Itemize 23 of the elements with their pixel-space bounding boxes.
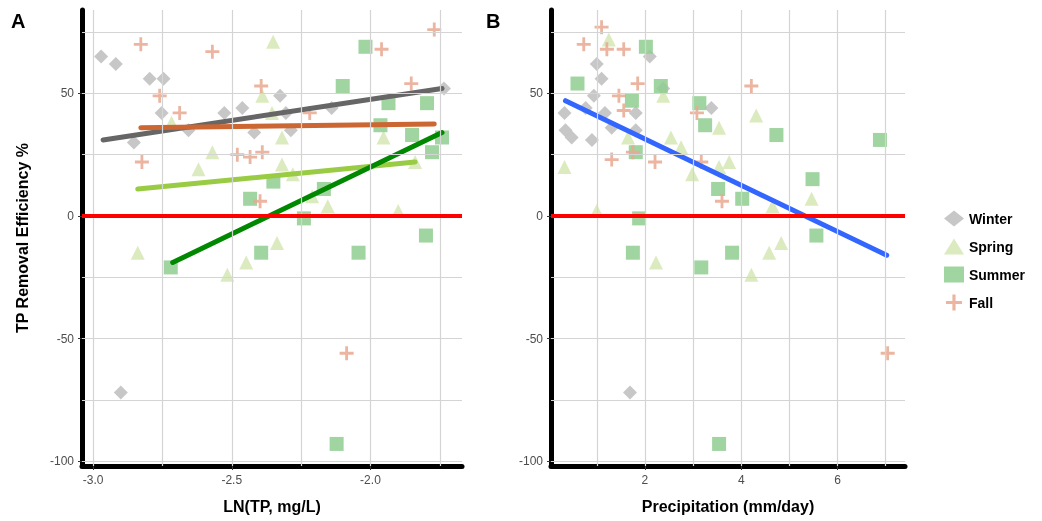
chart-title: A — [11, 10, 26, 32]
y-axis-title: TP Removal Efficiency % — [13, 143, 31, 333]
x-axis-title: LN(TP, mg/L) — [223, 497, 321, 515]
y-tick-label: -50 — [56, 331, 75, 346]
legend-label: Winter — [968, 210, 1013, 227]
y-tick-label: 50 — [60, 86, 75, 101]
x-tick-label: 2 — [641, 473, 649, 487]
x-tick-label: -2.5 — [221, 473, 243, 487]
x-tick-label: 6 — [834, 473, 842, 487]
y-tick-label: 0 — [67, 208, 75, 223]
y-tick-label: 0 — [536, 208, 544, 223]
x-axis-title: Precipitation (mm/day) — [641, 497, 815, 515]
chart-title: B — [486, 10, 501, 32]
y-tick-label: -100 — [49, 454, 75, 469]
x-tick-label: -2.0 — [360, 473, 382, 487]
x-tick-label: 4 — [737, 473, 745, 487]
y-tick-label: 50 — [529, 86, 544, 101]
legend-label: Summer — [968, 266, 1026, 283]
y-tick-label: -100 — [518, 454, 544, 469]
legend-label: Fall — [968, 294, 994, 311]
y-tick-label: -50 — [525, 331, 544, 346]
legend-label: Spring — [968, 238, 1014, 255]
x-tick-label: -3.0 — [82, 473, 104, 487]
